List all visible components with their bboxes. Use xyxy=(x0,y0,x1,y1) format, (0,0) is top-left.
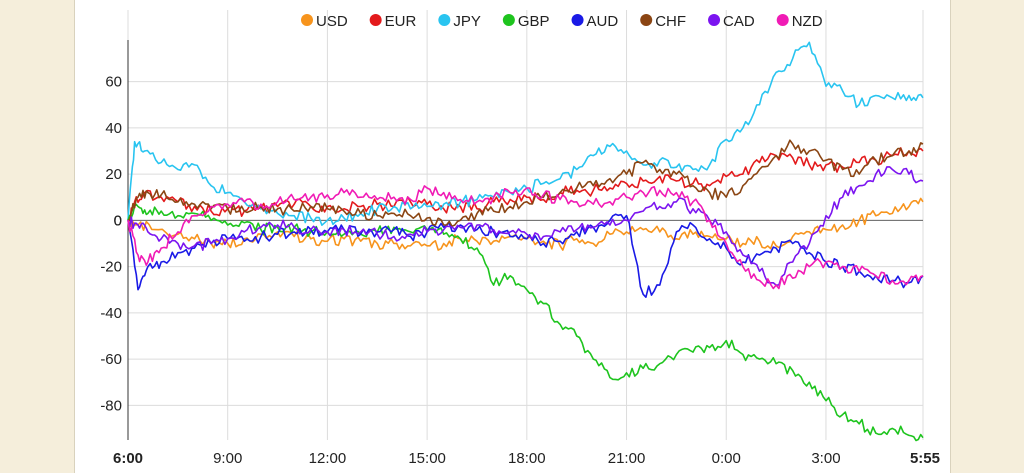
x-tick-label: 3:00 xyxy=(811,450,840,467)
series-line-cad xyxy=(127,166,924,286)
x-tick-label: 0:00 xyxy=(712,450,741,467)
y-tick-label: 40 xyxy=(105,120,122,137)
legend-marker-cad xyxy=(708,14,721,26)
x-tick-label: 15:00 xyxy=(408,450,446,467)
legend-label-eur: EUR xyxy=(385,13,417,30)
y-tick-label: 60 xyxy=(105,74,122,91)
chart-panel: 60 40 20 0 -20 -40 -60 -80 0 6:00 9:00 12:00 15:00 18… xyxy=(74,0,951,473)
grid xyxy=(127,10,924,440)
legend: USD EUR JPY GBP AUD CHF CAD NZD xyxy=(301,13,823,30)
legend-label-usd: USD xyxy=(316,13,348,30)
legend-label-aud: AUD xyxy=(587,13,619,30)
y-tick-label: -80 xyxy=(100,397,122,414)
series-line-usd xyxy=(127,197,924,251)
legend-marker-eur xyxy=(369,14,382,26)
x-tick-label: 12:00 xyxy=(309,450,347,467)
legend-label-chf: CHF xyxy=(655,13,686,30)
series-layer xyxy=(127,41,924,442)
legend-marker-jpy xyxy=(438,14,451,26)
y-tick-label: -20 xyxy=(100,259,122,276)
series-line-chf xyxy=(127,139,924,228)
x-tick-label: 18:00 xyxy=(508,450,546,467)
x-tick-label: 21:00 xyxy=(608,450,646,467)
x-tick-label: 6:00 xyxy=(113,450,143,467)
legend-marker-aud xyxy=(571,14,584,26)
y-tick-label: 20 xyxy=(105,166,122,183)
y-tick-label: 0 xyxy=(114,212,122,229)
y-tick-label: 0 xyxy=(114,212,122,229)
legend-marker-nzd xyxy=(776,14,789,26)
series-line-jpy xyxy=(127,41,924,226)
legend-marker-gbp xyxy=(502,14,515,26)
legend-marker-usd xyxy=(301,14,313,26)
series-line-nzd xyxy=(127,185,924,290)
legend-label-gbp: GBP xyxy=(518,13,550,30)
x-tick-label: 5:55 xyxy=(910,450,940,467)
series-line-aud xyxy=(127,213,924,299)
x-tick-label: 9:00 xyxy=(213,450,242,467)
series-line-gbp xyxy=(127,203,924,442)
y-tick-label: -60 xyxy=(100,351,122,368)
legend-label-nzd: NZD xyxy=(792,13,823,30)
legend-label-cad: CAD xyxy=(723,13,755,30)
legend-marker-chf xyxy=(640,14,653,26)
legend-label-jpy: JPY xyxy=(453,13,481,30)
y-tick-label: -40 xyxy=(100,305,122,322)
series-line-eur xyxy=(127,147,924,222)
